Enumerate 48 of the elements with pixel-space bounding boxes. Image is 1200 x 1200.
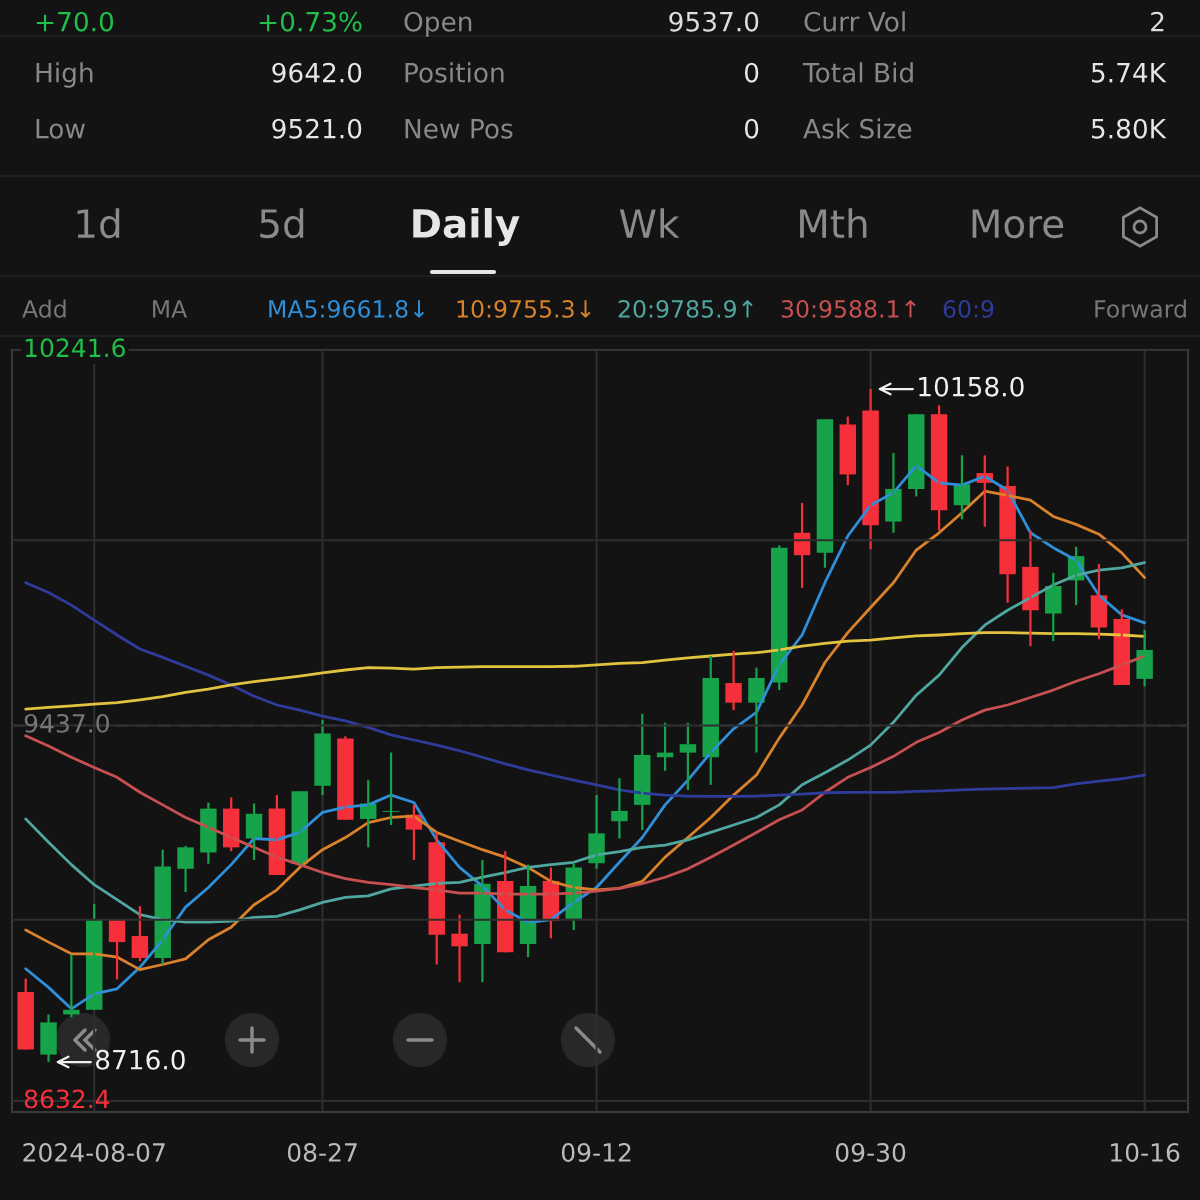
text: 9521.0: [272, 118, 362, 139]
text: MA: [153, 300, 188, 318]
text: New Pos: [405, 119, 513, 139]
text: Daily: [413, 208, 520, 246]
text: Forward: [1095, 299, 1186, 318]
text: Mth: [800, 208, 867, 238]
text: Total Bid: [802, 62, 913, 83]
text: Ask Size: [803, 118, 912, 139]
text: 5d: [260, 208, 304, 239]
text: 9537.0: [669, 11, 759, 32]
text: 5.74K: [1091, 63, 1167, 83]
text: 60:9: [943, 299, 994, 318]
text: 20:9785.9↑: [618, 299, 753, 318]
text: 9642.0: [272, 62, 362, 83]
text: Open: [404, 11, 472, 37]
text: 0: [744, 62, 759, 83]
text: +0.73%: [259, 11, 362, 32]
text: MA5:9661.8↓: [269, 299, 425, 318]
line-series: [24, 561, 1146, 924]
x-tick-label: 2024-08-07: [23, 1143, 165, 1162]
annotation: 10158.0: [919, 376, 1024, 397]
x-tick-label: 09-30: [835, 1143, 906, 1162]
text: Position: [405, 62, 504, 83]
y-tick-label: 8632.4: [24, 1089, 110, 1109]
text: 30:9588.1↑: [781, 299, 916, 318]
text: More: [972, 209, 1064, 239]
y-tick-label: 9437.0: [24, 713, 109, 733]
text: 5.80K: [1091, 118, 1167, 139]
y-tick-label: 10241.6: [25, 338, 125, 358]
text: Low: [36, 119, 85, 139]
x-tick-label: 10-16: [1111, 1143, 1180, 1162]
line-series: [24, 581, 1146, 798]
line-series: [24, 631, 1146, 711]
annotation: 8716.0: [96, 1049, 185, 1070]
candlestick: [17, 977, 34, 1051]
text: Wk: [619, 208, 680, 238]
candlestick: [382, 751, 400, 827]
candlestick: [679, 721, 697, 792]
text: 2: [1151, 11, 1164, 32]
text: 1d: [77, 208, 120, 239]
text: 0: [744, 118, 759, 139]
text: High: [36, 62, 93, 88]
text: 10:9755.3↓: [457, 299, 591, 318]
x-tick-label: 08-27: [287, 1143, 357, 1162]
text: +70.0: [36, 11, 114, 32]
text: Curr Vol: [804, 11, 905, 32]
x-tick-label: 09-12: [561, 1143, 631, 1162]
text: Add: [22, 299, 66, 318]
